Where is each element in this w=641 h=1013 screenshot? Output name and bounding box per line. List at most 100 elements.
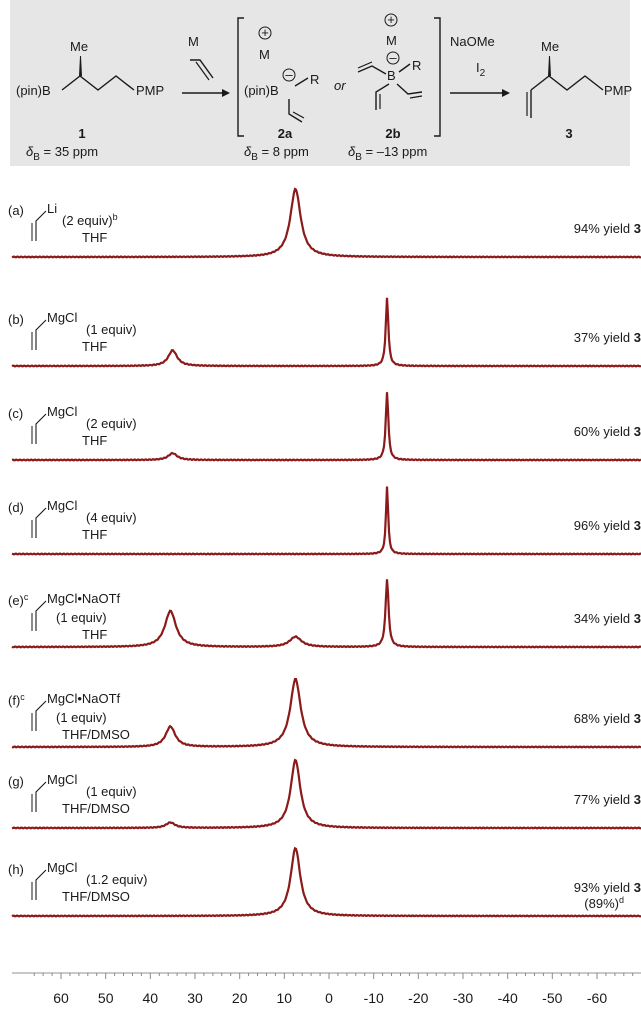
reagent-name: MgCl: [47, 310, 77, 325]
reagent-name: MgCl: [47, 498, 77, 513]
ate-complex-2b: + M – B R 2b δB = –13 ppm: [348, 12, 427, 163]
ate-2a-metal: M: [259, 47, 270, 62]
vinyl-icon: [35, 507, 47, 538]
x-tick-label: 30: [187, 990, 203, 1006]
reagent-name: MgCl: [47, 860, 77, 875]
product-3: Me PMP 3: [526, 39, 632, 141]
reagent-equiv: (2 equiv)b: [62, 212, 118, 228]
spectrum-h: (h) MgCl (1.2 equiv) THF/DMSO 93% yield 3(89…: [8, 846, 641, 918]
spectrum-label: (e)c: [8, 592, 29, 608]
x-axis: 60 50 40 30 20 10 0 -10 -20 -30 -40 -50 -60: [12, 972, 641, 1006]
yield-text: 68% yield 3: [574, 711, 641, 726]
scheme-background: [10, 0, 630, 166]
ate-2b-vinyl-left: [357, 65, 387, 75]
vinyl-icon: [35, 869, 47, 900]
ate-2a-r: R: [310, 72, 319, 87]
solvent: THF: [82, 527, 107, 542]
solvent: THF/DMSO: [62, 727, 130, 742]
reagent-vinyl: [190, 59, 214, 79]
solvent: THF: [82, 433, 107, 448]
ate-2a-minus: –: [285, 67, 293, 82]
spectrum-label: (a): [8, 203, 24, 218]
compound-1: (pin)B Me PMP 1 δB = 35 ppm: [16, 39, 164, 163]
reagent-equiv: (1.2 equiv): [86, 872, 147, 887]
product-3-pmp: PMP: [604, 83, 632, 98]
solvent: THF/DMSO: [62, 889, 130, 904]
ate-2b-vinyl-down-right-double: [409, 95, 423, 99]
ate-2b-shift: δB = –13 ppm: [348, 144, 427, 163]
compound-1-boryl: (pin)B: [16, 83, 51, 98]
spectrum-label: (d): [8, 500, 24, 515]
spectrum-d: (d) MgCl (4 equiv) THF 96% yield 3: [8, 485, 641, 556]
spectrum-a: (a) Li (2 equiv)b THF 94% yield 3: [8, 187, 641, 259]
product-3-number: 3: [565, 126, 572, 141]
solvent: THF: [82, 230, 107, 245]
reaction-scheme: (pin)B Me PMP 1 δB = 35 ppm M + M – (pin…: [10, 0, 632, 166]
reagent-equiv: (1 equiv): [56, 710, 107, 725]
ate-2b-vinyl-left-double: [357, 61, 373, 69]
yield-text: 93% yield 3: [574, 880, 641, 895]
vinyl-icon: [35, 781, 47, 812]
ate-2a-number: 2a: [278, 126, 293, 141]
ate-2a-bond-r: [294, 77, 309, 87]
solvent: THF: [82, 339, 107, 354]
compound-1-methyl: Me: [70, 39, 88, 54]
arrow-2-head: [502, 89, 510, 97]
reaction-arrow-2: NaOMe I2: [450, 34, 510, 97]
reagent-name: MgCl: [47, 404, 77, 419]
ate-2b-plus: +: [387, 12, 395, 27]
nmr-spectra-chart: (a) Li (2 equiv)b THF 94% yield 3 (b) MgCl (1 e…: [8, 187, 641, 1006]
ate-2a-shift: δB = 8 ppm: [244, 144, 309, 163]
right-bracket: [434, 17, 441, 137]
spectrum-label: (h): [8, 862, 24, 877]
yield-text: 94% yield 3: [574, 221, 641, 236]
ate-2b-vinyl-down-right: [396, 83, 423, 95]
vinyl-icon: [35, 700, 47, 731]
spectrum-line: [11, 392, 641, 462]
spectrum-line: [11, 758, 641, 830]
ate-2a-vinyl-double: [292, 111, 305, 119]
compound-1-pmp: PMP: [136, 83, 164, 98]
x-tick-label: -30: [453, 990, 473, 1006]
x-tick-label: -60: [587, 990, 607, 1006]
yield-text: 77% yield 3: [574, 792, 641, 807]
reagent-metal: M: [188, 34, 199, 49]
reagent-vinyl-double: [195, 61, 210, 81]
reagent-equiv: (4 equiv): [86, 510, 137, 525]
yield-isolated: (89%)d: [584, 895, 624, 911]
spectrum-label: (f)c: [8, 692, 25, 708]
product-3-methyl: Me: [541, 39, 559, 54]
vinyl-icon: [35, 319, 47, 350]
spectrum-label: (g): [8, 774, 24, 789]
x-tick-label: 10: [277, 990, 293, 1006]
spectrum-line: [11, 486, 641, 556]
solvent: THF/DMSO: [62, 801, 130, 816]
product-3-chain: [530, 75, 604, 91]
spectrum-label: (c): [8, 406, 23, 421]
x-tick-label: 0: [325, 990, 333, 1006]
compound-1-shift: δB = 35 ppm: [26, 144, 98, 163]
reagent-name: Li: [47, 201, 57, 216]
x-tick-label: -10: [364, 990, 384, 1006]
compound-1-chain: [61, 75, 135, 91]
x-tick-label: -40: [498, 990, 518, 1006]
x-tick-label: -20: [408, 990, 428, 1006]
product-3-hash-bond: [548, 56, 551, 76]
ate-2b-minus: –: [389, 50, 397, 65]
yield-text: 96% yield 3: [574, 518, 641, 533]
reagent-equiv: (1 equiv): [56, 610, 107, 625]
ate-complex-2a: + M – (pin)B R 2a δB = 8 ppm: [244, 25, 319, 163]
ate-2b-boron: B: [387, 68, 396, 83]
ate-2b-r: R: [412, 58, 421, 73]
x-tick-label: 40: [143, 990, 159, 1006]
spectrum-line: [11, 846, 641, 918]
yield-text: 37% yield 3: [574, 330, 641, 345]
reaction-arrow-1: M: [182, 34, 230, 97]
ate-2b-number: 2b: [385, 126, 400, 141]
ate-2b-bond-r: [398, 63, 411, 73]
reagent-name: MgCl•NaOTf: [47, 691, 121, 706]
x-tick-label: -50: [542, 990, 562, 1006]
vinyl-icon: [35, 210, 47, 241]
vinyl-icon: [35, 600, 47, 631]
spectrum-b: (b) MgCl (1 equiv) THF 37% yield 3: [8, 297, 641, 368]
